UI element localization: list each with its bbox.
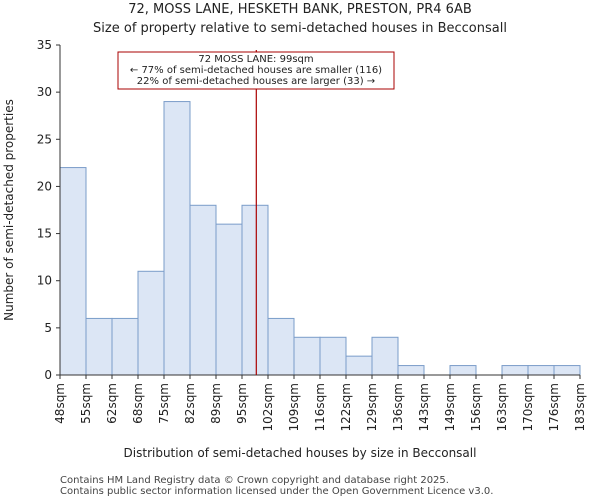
bar-109sqm [293,336,321,376]
x-tick-label: 116sqm [313,383,327,431]
x-tick-label: 68sqm [131,383,145,424]
y-tick-label: 25 [37,132,52,146]
x-tick-label: 89sqm [209,383,223,424]
chart-title: 72, MOSS LANE, HESKETH BANK, PRESTON, PR… [128,2,472,17]
x-tick-label: 62sqm [105,383,119,424]
y-tick-label: 35 [37,38,52,52]
y-tick-label: 0 [44,368,52,382]
bar-176sqm [553,365,581,376]
x-tick-label: 82sqm [183,383,197,424]
y-tick-label: 20 [37,179,52,193]
bar-82sqm [189,204,217,376]
x-tick-label: 122sqm [339,383,353,431]
y-tick-label: 5 [44,321,52,335]
y-tick-label: 15 [37,227,52,241]
bar-163sqm [501,365,529,376]
x-tick-label: 170sqm [521,383,535,431]
bar-55sqm [85,317,113,376]
x-tick-label: 55sqm [79,383,93,424]
bar-68sqm [137,270,165,376]
footer-line-2: Contains public sector information licen… [60,486,493,497]
bar-122sqm [345,355,373,376]
annotation-line-1: 72 MOSS LANE: 99sqm [198,54,313,65]
bar-95sqm [241,204,269,376]
bar-149sqm [449,365,477,376]
annotation-box [117,51,395,90]
bar-48sqm [59,167,87,376]
bar-62sqm [111,317,139,376]
bar-136sqm [397,365,425,376]
chart-subtitle: Size of property relative to semi-detach… [93,21,507,36]
annotation-line-2: ← 77% of semi-detached houses are smalle… [130,65,382,76]
x-tick-label: 136sqm [391,383,405,431]
x-tick-label: 156sqm [469,383,483,431]
x-tick-label: 163sqm [495,383,509,431]
x-tick-label: 102sqm [261,383,275,431]
bar-170sqm [527,365,555,376]
y-axis-label: Number of semi-detached properties [2,99,16,321]
x-tick-label: 109sqm [287,383,301,431]
x-tick-label: 95sqm [235,383,249,424]
y-tick-label: 10 [37,274,52,288]
x-axis-label: Distribution of semi-detached houses by … [124,446,477,460]
bar-116sqm [319,336,347,376]
footer-line-1: Contains HM Land Registry data © Crown c… [60,475,449,486]
bar-129sqm [371,336,399,376]
bar-75sqm [163,101,191,376]
x-tick-label: 183sqm [573,383,587,431]
x-tick-label: 143sqm [417,383,431,431]
bar-89sqm [215,223,243,376]
y-tick-label: 30 [37,85,52,99]
annotation-line-3: 22% of semi-detached houses are larger (… [137,76,375,87]
x-tick-label: 149sqm [443,383,457,431]
x-tick-label: 75sqm [157,383,171,424]
x-tick-label: 48sqm [53,383,67,424]
x-tick-label: 176sqm [547,383,561,431]
x-tick-label: 129sqm [365,383,379,431]
bar-102sqm [267,317,295,376]
